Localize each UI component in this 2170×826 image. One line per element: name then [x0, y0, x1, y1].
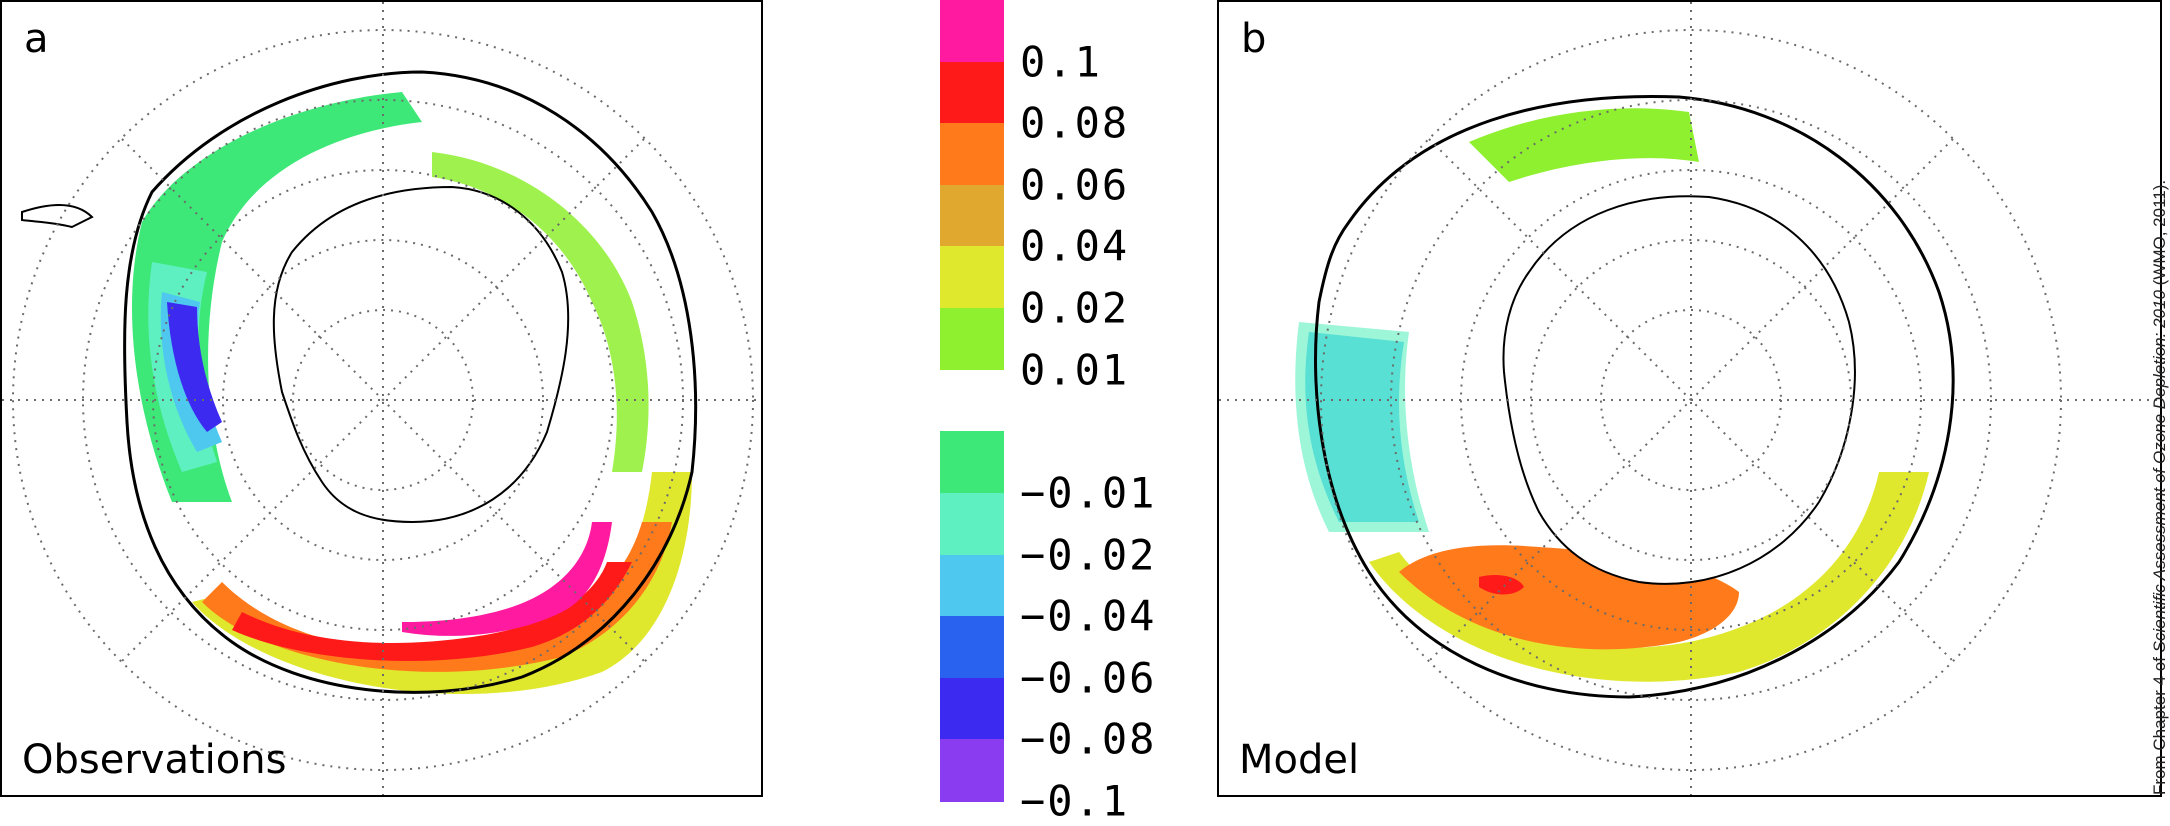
colorbar-swatch	[940, 0, 1004, 63]
credit-prefix: From Chapter 4 of	[2150, 652, 2169, 795]
model-antarctica-coastline	[1502, 195, 1856, 585]
model-positive-red	[1479, 575, 1524, 595]
south-america-coast	[21, 204, 94, 229]
colorbar-label: −0.02	[1020, 530, 1157, 580]
credit-suffix: (WMO, 2011).	[2150, 179, 2169, 291]
panel-letter-b: b	[1241, 16, 1267, 62]
model-map	[1219, 2, 2160, 795]
colorbar-label: 0.01	[1020, 345, 1130, 395]
lat-lon-grid	[2, 2, 761, 795]
negative-zone-purple	[167, 302, 222, 432]
colorbar-swatch	[940, 554, 1004, 618]
colorbar-label: 0.02	[1020, 283, 1130, 333]
colorbar-swatch	[940, 616, 1004, 679]
source-credit: From Chapter 4 of Scientific Assessment …	[2150, 5, 2170, 795]
positive-zone-red	[232, 562, 632, 662]
colorbar-label: −0.1	[1020, 776, 1130, 826]
colorbar-swatch	[940, 739, 1004, 802]
colorbar-swatch	[940, 492, 1004, 556]
colorbar-swatch	[940, 431, 1004, 494]
colorbar-legend: 0.1 0.08 0.06 0.04 0.02 0.01 −0.01 −0.02 −0.04 −0…	[940, 0, 1230, 826]
observations-map	[2, 2, 761, 795]
antarctica-coastline	[272, 185, 570, 524]
sea-ice-edge	[123, 70, 698, 694]
colorbar-swatch	[940, 123, 1004, 186]
colorbar-label: 0.04	[1020, 221, 1130, 271]
colorbar-label: 0.1	[1020, 37, 1102, 87]
colorbar-label: 0.06	[1020, 160, 1130, 210]
colorbar-label: −0.08	[1020, 714, 1157, 764]
model-map-panel: b Model	[1217, 0, 2162, 797]
model-positive-green-north	[1469, 108, 1699, 182]
colorbar-swatch	[940, 246, 1004, 310]
positive-zone-magenta	[402, 522, 612, 636]
colorbar-label: −0.06	[1020, 653, 1157, 703]
observations-map-panel: a Observations	[0, 0, 763, 797]
colorbar-label: −0.04	[1020, 591, 1157, 641]
model-sea-ice-edge	[1314, 95, 1955, 699]
colorbar-label: −0.01	[1020, 468, 1157, 518]
colorbar-swatch	[940, 369, 1004, 433]
panel-letter-a: a	[24, 16, 49, 62]
model-lat-lon-grid	[1219, 2, 2160, 795]
colorbar-swatch	[940, 308, 1004, 371]
mixed-zone-east	[432, 152, 649, 472]
panel-name-observations: Observations	[22, 737, 287, 783]
colorbar-swatch	[940, 184, 1004, 248]
colorbar-swatch	[940, 61, 1004, 125]
colorbar-swatch	[940, 677, 1004, 741]
panel-name-model: Model	[1239, 737, 1360, 783]
credit-title: Scientific Assessment of Ozone Depletion…	[2150, 290, 2169, 653]
colorbar-label: 0.08	[1020, 98, 1130, 148]
